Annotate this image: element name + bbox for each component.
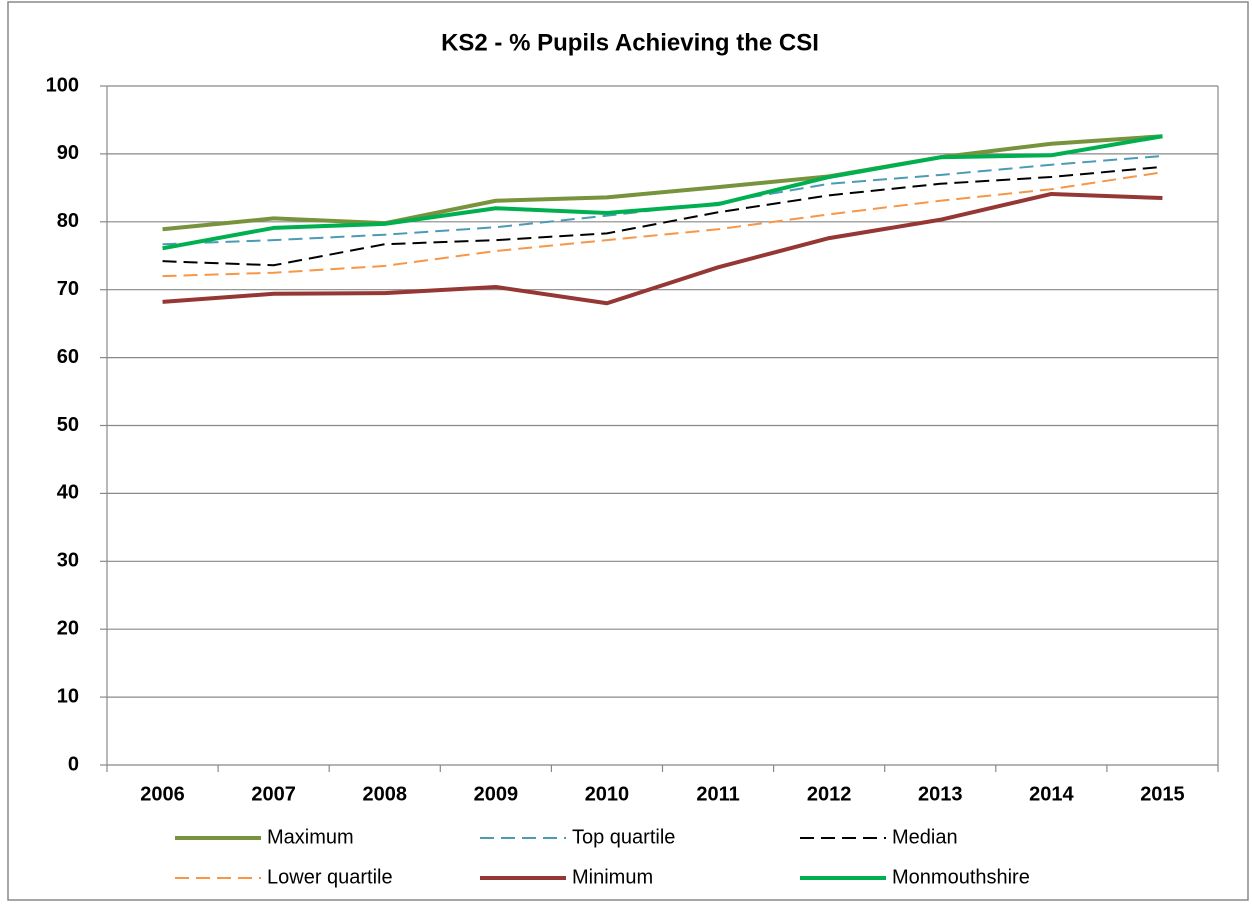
x-tick-label: 2012 (807, 783, 852, 805)
series-line (162, 134, 1163, 232)
chart-title: KS2 - % Pupils Achieving the CSI (441, 29, 819, 56)
y-tick-label: 100 (46, 74, 79, 96)
legend-label: Lower quartile (267, 866, 393, 888)
x-tick-label: 2007 (251, 783, 296, 805)
x-tick-label: 2015 (1140, 783, 1185, 805)
chart-border (7, 1, 1249, 901)
series-line (162, 134, 1163, 251)
y-tick-label: 80 (57, 210, 79, 232)
y-tick-label: 60 (57, 346, 79, 368)
series-line (162, 191, 1163, 306)
y-tick-label: 10 (57, 685, 79, 707)
legend-label: Maximum (267, 826, 354, 848)
y-tick-label: 90 (57, 142, 79, 164)
legend-label: Monmouthshire (892, 866, 1030, 888)
x-tick-label: 2013 (918, 783, 963, 805)
y-tick-label: 0 (68, 753, 79, 775)
legend-label: Top quartile (572, 826, 675, 848)
y-tick-label: 50 (57, 414, 79, 436)
x-tick-label: 2014 (1029, 783, 1074, 805)
x-tick-label: 2010 (585, 783, 630, 805)
x-tick-label: 2009 (474, 783, 519, 805)
x-tick-label: 2006 (140, 783, 185, 805)
y-tick-label: 40 (57, 482, 79, 504)
legend-label: Median (892, 826, 958, 848)
x-tick-label: 2008 (363, 783, 408, 805)
y-tick-label: 20 (57, 617, 79, 639)
x-tick-label: 2011 (696, 783, 739, 805)
y-tick-label: 70 (57, 278, 79, 300)
y-tick-label: 30 (57, 550, 79, 572)
legend-label: Minimum (572, 866, 653, 888)
